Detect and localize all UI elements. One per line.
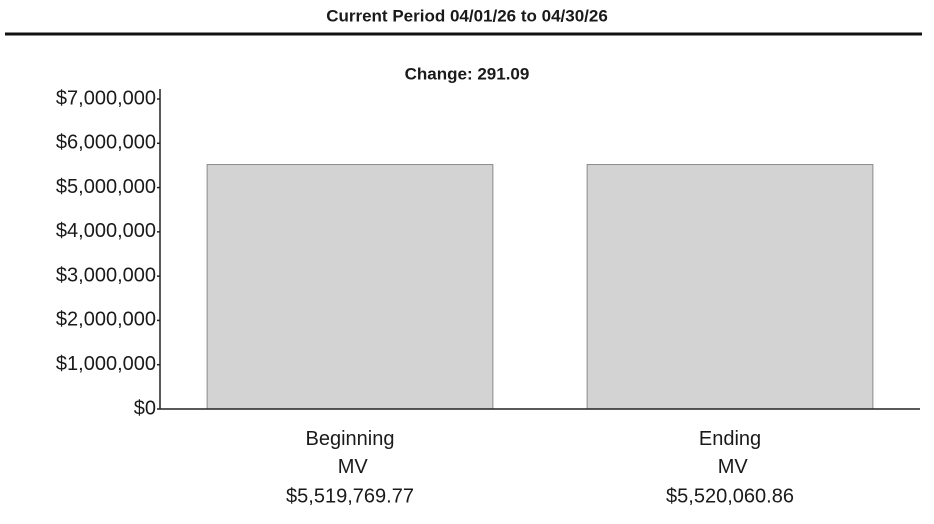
bar xyxy=(586,164,874,410)
value-label: $5,519,769.77 xyxy=(286,485,414,507)
y-tick-label: $0 xyxy=(134,397,156,419)
y-tick-label: $7,000,000 xyxy=(56,87,156,109)
y-tick-label: $2,000,000 xyxy=(56,309,156,331)
y-tick-label: $5,000,000 xyxy=(56,176,156,198)
bar xyxy=(206,164,494,410)
y-tick-label: $3,000,000 xyxy=(56,264,156,286)
y-tick-label: $6,000,000 xyxy=(56,132,156,154)
chart-subtitle: Change: 291.09 xyxy=(405,64,530,83)
y-tick-label: $4,000,000 xyxy=(56,220,156,242)
x-tick-label: Ending MV xyxy=(699,428,761,478)
chart-title: Current Period 04/01/26 to 04/30/26 xyxy=(326,6,608,25)
y-tick-label: $1,000,000 xyxy=(56,353,156,375)
x-tick-label: Beginning MV xyxy=(306,428,395,478)
value-label: $5,520,060.86 xyxy=(666,485,794,507)
